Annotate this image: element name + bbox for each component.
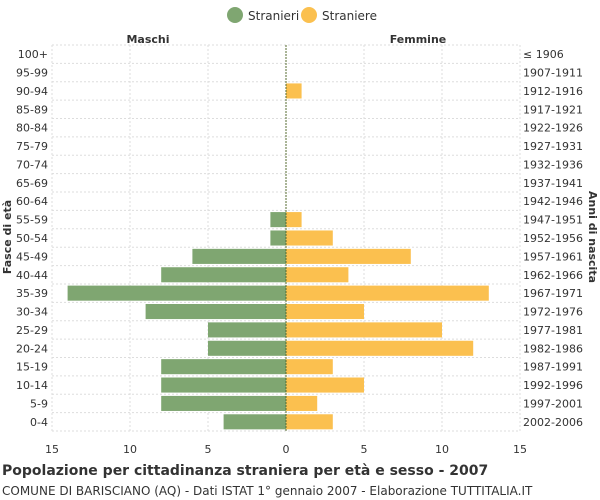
age-group-label: 15-19 (16, 361, 48, 374)
age-group-label: 30-34 (16, 306, 48, 319)
birth-year-label: 1982-1986 (523, 342, 583, 355)
bar-female-0-4 (286, 414, 333, 430)
bar-female-50-54 (286, 230, 333, 246)
age-group-label: 60-64 (16, 195, 48, 208)
legend-label-stranieri: Stranieri (248, 9, 299, 23)
x-tick-label: 15 (513, 443, 527, 456)
age-group-labels: 100+ 95-99 90-94 85-89 80-84 75-79 70-74 65-69 6… (16, 48, 48, 429)
bar-male-0-4 (223, 414, 286, 430)
bar-female-25-29 (286, 322, 442, 338)
bar-female-90-94 (286, 83, 302, 99)
birth-year-label: 1957-1961 (523, 250, 583, 263)
legend-label-straniere: Straniere (322, 9, 377, 23)
age-group-label: 75-79 (16, 140, 48, 153)
bar-female-55-59 (286, 212, 302, 228)
bar-female-40-44 (286, 267, 349, 283)
age-group-label: 10-14 (16, 379, 48, 392)
age-group-label: 100+ (18, 48, 48, 61)
bar-male-25-29 (208, 322, 286, 338)
x-tick-labels: 15 10 5 0 5 10 15 (45, 443, 527, 456)
bar-male-15-19 (161, 359, 286, 375)
bar-male-45-49 (192, 248, 286, 264)
population-pyramid-chart: Stranieri Straniere Maschi Femmine Fasce… (1, 7, 599, 456)
legend-swatch-straniere (301, 7, 317, 23)
females-header: Femmine (390, 33, 447, 46)
birth-year-label: 1922-1926 (523, 122, 583, 135)
bar-male-55-59 (270, 212, 286, 228)
bar-female-45-49 (286, 248, 411, 264)
bar-female-20-24 (286, 340, 474, 356)
age-group-label: 85-89 (16, 103, 48, 116)
age-group-label: 90-94 (16, 85, 48, 98)
bars (67, 83, 489, 430)
x-tick-label: 15 (45, 443, 59, 456)
age-group-label: 45-49 (16, 250, 48, 263)
x-tick-label: 10 (435, 443, 449, 456)
birth-year-label: 1927-1931 (523, 140, 583, 153)
birth-year-label: 1932-1936 (523, 158, 583, 171)
birth-year-label: 1997-2001 (523, 397, 583, 410)
y-axis-title-left: Fasce di età (1, 200, 14, 274)
birth-year-label: 1967-1971 (523, 287, 583, 300)
age-group-label: 40-44 (16, 269, 48, 282)
birth-year-label: 1907-1911 (523, 67, 583, 80)
age-group-label: 5-9 (30, 397, 48, 410)
bar-male-50-54 (270, 230, 286, 246)
legend: Stranieri Straniere (227, 7, 377, 23)
birth-year-label: 1942-1946 (523, 195, 583, 208)
birth-year-label: 1987-1991 (523, 361, 583, 374)
x-tick-label: 10 (123, 443, 137, 456)
birth-year-label: 2002-2006 (523, 416, 583, 429)
bar-male-30-34 (145, 303, 286, 320)
bar-female-30-34 (286, 303, 364, 320)
bar-female-35-39 (286, 285, 489, 301)
birth-year-label: 1947-1951 (523, 214, 583, 227)
bar-female-15-19 (286, 359, 333, 375)
bar-male-5-9 (161, 395, 286, 411)
age-group-label: 35-39 (16, 287, 48, 300)
x-tick-label: 5 (361, 443, 368, 456)
birth-year-label: 1952-1956 (523, 232, 583, 245)
age-group-label: 80-84 (16, 122, 48, 135)
age-group-label: 50-54 (16, 232, 48, 245)
legend-swatch-stranieri (227, 7, 243, 23)
birth-year-label: 1977-1981 (523, 324, 583, 337)
bar-male-20-24 (208, 340, 286, 356)
age-group-label: 20-24 (16, 342, 48, 355)
birth-year-label: 1917-1921 (523, 103, 583, 116)
y-axis-title-right: Anni di nascita (586, 191, 599, 283)
chart-title: Popolazione per cittadinanza straniera p… (2, 463, 489, 479)
birth-year-label: 1962-1966 (523, 269, 583, 282)
birth-year-label: 1992-1996 (523, 379, 583, 392)
bar-male-40-44 (161, 267, 286, 283)
birth-year-label: 1912-1916 (523, 85, 583, 98)
males-header: Maschi (126, 33, 169, 46)
birth-year-label: 1937-1941 (523, 177, 583, 190)
birth-year-label: 1972-1976 (523, 306, 583, 319)
chart-subtitle: COMUNE DI BARISCIANO (AQ) - Dati ISTAT 1… (2, 484, 533, 498)
bar-female-10-14 (286, 377, 364, 393)
age-group-label: 70-74 (16, 158, 48, 171)
age-group-label: 0-4 (30, 416, 48, 429)
birth-year-label: ≤ 1906 (523, 48, 564, 61)
age-group-label: 95-99 (16, 67, 48, 80)
x-tick-label: 5 (205, 443, 212, 456)
age-group-label: 55-59 (16, 214, 48, 227)
bar-male-35-39 (67, 285, 286, 301)
age-group-label: 65-69 (16, 177, 48, 190)
age-group-label: 25-29 (16, 324, 48, 337)
x-tick-label: 0 (283, 443, 290, 456)
bar-female-5-9 (286, 395, 318, 411)
birth-year-labels: ≤ 1906 1907-1911 1912-1916 1917-1921 1922-19… (523, 48, 583, 429)
bar-male-10-14 (161, 377, 286, 393)
